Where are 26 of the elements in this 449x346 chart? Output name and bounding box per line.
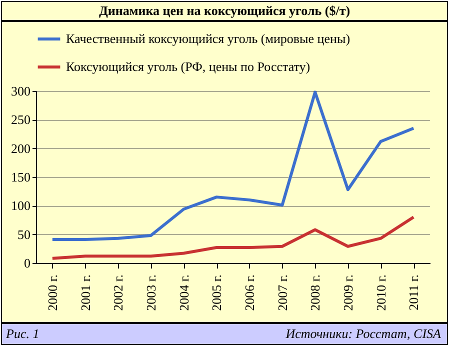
x-tick-label: 2011 г. [406,274,422,310]
y-tick-label: 150 [11,170,30,184]
x-tick-label: 2003 г. [143,274,158,311]
line-series [50,90,416,241]
x-tick-label: 2008 г. [308,274,323,311]
x-tick-label: 2004 г. [176,274,192,311]
x-tick-label: 2006 г. [242,274,257,311]
x-tick-label: 2001 г. [78,274,93,311]
line-series [50,216,416,260]
x-tick-label: 2010 г. [373,274,388,311]
chart-title: Динамика цен на коксующийся уголь ($/т) [2,2,447,22]
y-tick-label: 200 [11,140,30,156]
y-tick-label: 0 [24,256,30,270]
x-tick-label: 2009 г. [340,274,356,311]
x-tick-label: 2002 г. [110,274,126,311]
legend-label: Качественный коксующийся уголь (мировые цены) [66,31,350,46]
text: Рис. 1 [6,325,40,343]
legend-label: Коксующийся уголь (РФ, цены по Росстату) [66,59,310,74]
x-tick-label: 2000 г. [44,274,60,311]
x-tick-label: 2005 г. [209,274,224,311]
y-tick-label: 100 [11,198,30,214]
y-tick-label: 250 [11,112,30,128]
text: Источники: Росстат, CISA [286,325,441,343]
x-tick-label: 2007 г. [274,274,290,311]
y-tick-label: 300 [11,84,30,98]
y-tick-label: 50 [18,226,30,242]
